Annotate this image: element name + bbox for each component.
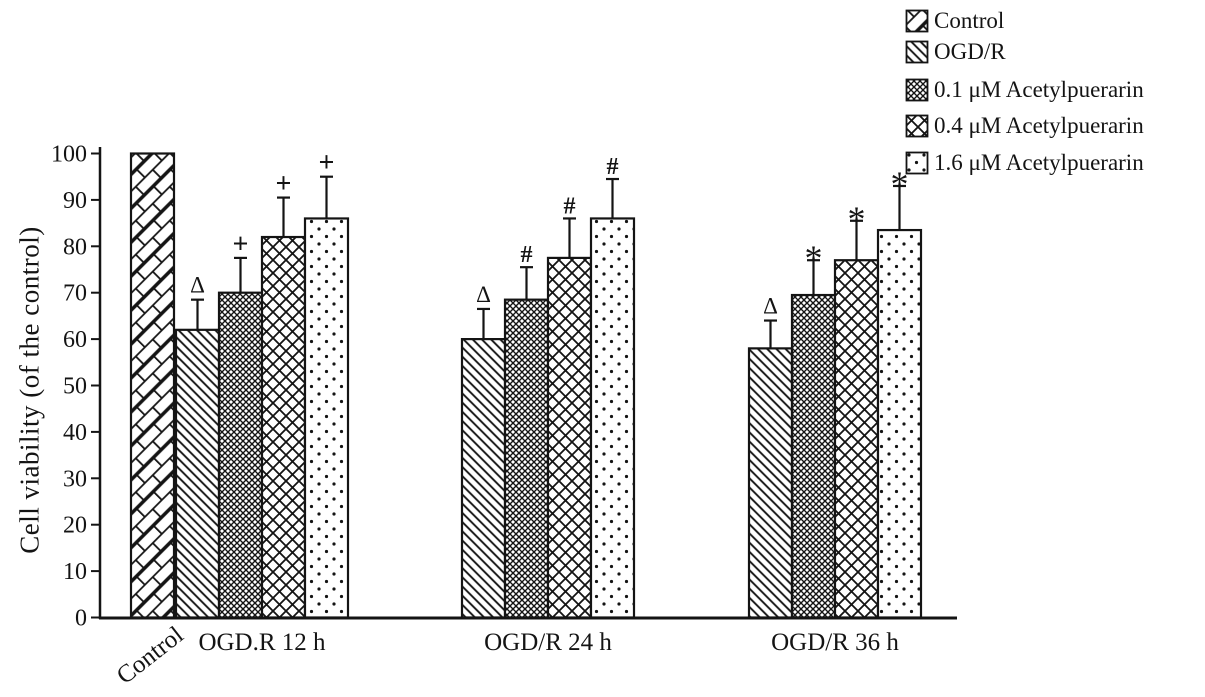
legend-swatch-diagonal-lines-icon [905,40,929,64]
significance-symbol: + [233,229,249,260]
bar-0-4-m-acetylpuerarin-g3 [833,259,880,619]
significance-symbol: # [607,154,619,180]
y-axis-tick-label: 20 [63,513,87,539]
bar-ogd-r-g2 [460,338,507,619]
significance-symbol: Δ [476,282,491,307]
significance-symbol: * [891,164,909,204]
x-axis-group-label: OGD/R 36 h [771,629,899,656]
bar-control-g0 [129,152,176,619]
bar-0-1-m-acetylpuerarin-g2 [503,298,550,619]
legend-label: OGD/R [934,39,1006,64]
x-axis-label-control: Control [112,621,189,689]
y-axis-tick-label: 80 [63,234,87,260]
legend-swatch-dots-icon [905,151,929,175]
bar-0-4-m-acetylpuerarin-g1 [260,235,307,619]
significance-symbol: + [319,148,335,179]
bar-ogd-r-g3 [747,347,794,619]
bar-1-6-m-acetylpuerarin-g2 [589,217,636,619]
significance-symbol: Δ [763,294,778,319]
legend-label: 0.4 μM Acetylpuerarin [934,113,1144,138]
bar-1-6-m-acetylpuerarin-g3 [876,228,923,619]
legend-item-1-6-m-acetylpuerarin: 1.6 μM Acetylpuerarin [905,151,1205,175]
y-axis-tick-label: 30 [63,466,87,492]
legend-item-control: Control [905,9,1205,33]
legend: Control OGD/R 0.1 μM Acetylpuerarin 0.4 μM … [905,0,1205,175]
x-axis-group-label: OGD/R 24 h [484,629,612,656]
significance-symbol: # [564,193,576,219]
legend-item-0-4-m-acetylpuerarin: 0.4 μM Acetylpuerarin [905,114,1205,138]
y-axis-tick-label: 40 [63,420,87,446]
legend-item-0-1-m-acetylpuerarin: 0.1 μM Acetylpuerarin [905,78,1205,102]
bar-0-1-m-acetylpuerarin-g3 [790,293,837,619]
legend-label: 1.6 μM Acetylpuerarin [934,150,1144,175]
legend-swatch-dense-crosshatch-icon [905,78,929,102]
y-axis-tick-label: 50 [63,374,87,400]
significance-symbol: * [848,199,866,239]
legend-label: Control [934,8,1005,33]
y-axis-tick-label: 90 [63,188,87,214]
y-axis-tick-label: 100 [51,142,87,168]
bar-ogd-r-g1 [174,328,221,619]
y-axis-tick-label: 0 [75,606,87,632]
significance-symbol: * [805,238,823,278]
bar-0-1-m-acetylpuerarin-g1 [217,291,264,619]
significance-symbol: # [521,242,533,268]
y-axis-tick-label: 10 [63,559,87,585]
y-axis-tick-label: 60 [63,327,87,353]
legend-item-ogd-r: OGD/R [905,40,1205,64]
bar-0-4-m-acetylpuerarin-g2 [546,256,593,619]
y-axis-title: Cell viability (of the control) [14,226,45,554]
legend-swatch-crosshatch-icon [905,114,929,138]
significance-symbol: + [276,169,292,200]
legend-swatch-diagonal-brick-icon [905,9,929,33]
y-axis-tick-label: 70 [63,281,87,307]
x-axis-group-label: OGD.R 12 h [198,629,326,656]
significance-symbol: Δ [190,273,205,298]
bar-1-6-m-acetylpuerarin-g1 [303,217,350,619]
legend-label: 0.1 μM Acetylpuerarin [934,77,1144,102]
